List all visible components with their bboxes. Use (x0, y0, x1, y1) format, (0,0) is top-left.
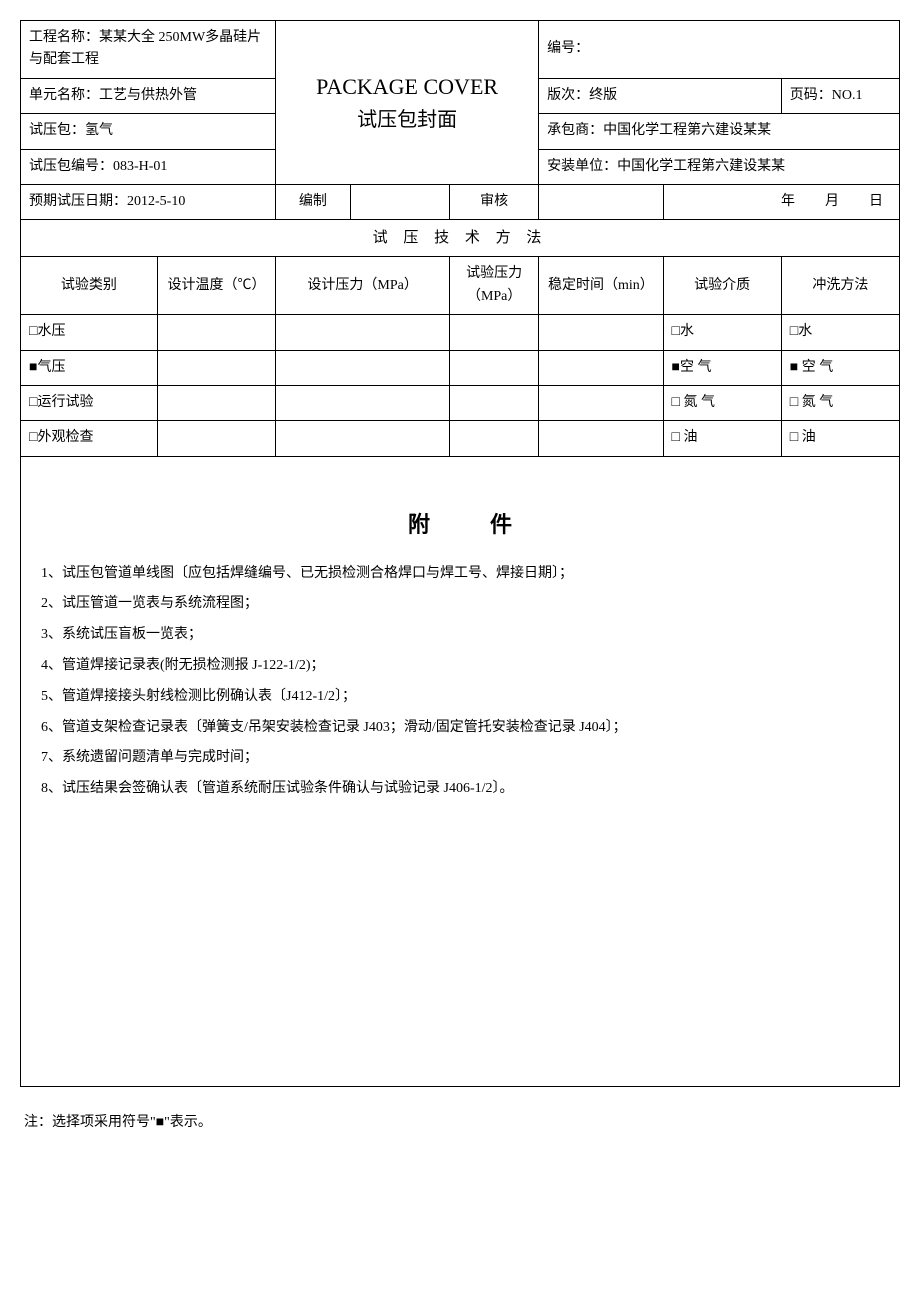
installer-value: 中国化学工程第六建设某某 (617, 159, 785, 174)
package-value: 氢气 (85, 123, 113, 138)
expected-date-label: 预期试压日期： (29, 194, 127, 209)
prepared-by-label: 编制 (276, 184, 351, 219)
title-cn: 试压包封面 (284, 104, 530, 136)
col-test-type: 试验类别 (21, 257, 158, 315)
package-label: 试压包： (29, 123, 85, 138)
method-row: □运行试验 □ 氮 气 □ 氮 气 (21, 385, 900, 420)
row-temp (157, 421, 275, 456)
col-design-pressure: 设计压力（MPa） (276, 257, 450, 315)
unit-value: 工艺与供热外管 (99, 88, 197, 103)
reviewed-by-label: 审核 (450, 184, 539, 219)
row-type: □外观检查 (21, 421, 158, 456)
project-label: 工程名称： (29, 30, 99, 45)
attachment-item: 6、管道支架检查记录表〔弹簧支/吊架安装检查记录 J403；滑动/固定管托安装检… (41, 713, 879, 744)
installer-cell: 安装单位：中国化学工程第六建设某某 (539, 149, 900, 184)
attachment-item: 7、系统遗留问题清单与完成时间； (41, 743, 879, 774)
method-row: □水压 □水 □水 (21, 315, 900, 350)
row-dp (276, 350, 450, 385)
date-ymd: 年 月 日 (663, 184, 899, 219)
row-st (539, 421, 663, 456)
version-cell: 版次：终版 (539, 78, 782, 113)
center-title-cell: PACKAGE COVER 试压包封面 (276, 21, 539, 185)
row-temp (157, 350, 275, 385)
package-no-label: 试压包编号： (29, 159, 113, 174)
attachment-item: 5、管道焊接接头射线检测比例确认表〔J412-1/2〕； (41, 682, 879, 713)
row-medium: □ 氮 气 (663, 385, 781, 420)
col-test-medium: 试验介质 (663, 257, 781, 315)
method-row: ■气压 ■空 气 ■ 空 气 (21, 350, 900, 385)
row-tp (450, 315, 539, 350)
row-medium: ■空 气 (663, 350, 781, 385)
col-stable-time: 稳定时间（min） (539, 257, 663, 315)
row-st (539, 350, 663, 385)
attachment-item: 1、试压包管道单线图〔应包括焊缝编号、已无损检测合格焊口与焊工号、焊接日期〕； (41, 559, 879, 590)
attachment-item: 2、试压管道一览表与系统流程图； (41, 589, 879, 620)
row-flush: □水 (781, 315, 899, 350)
attachments-title: 附件 (31, 507, 889, 539)
unit-label: 单元名称： (29, 88, 99, 103)
attachment-item: 3、系统试压盲板一览表； (41, 620, 879, 651)
row-flush: □ 氮 气 (781, 385, 899, 420)
row-dp (276, 421, 450, 456)
row-type: □运行试验 (21, 385, 158, 420)
col-test-pressure: 试验压力（MPa） (450, 257, 539, 315)
version-value: 终版 (589, 88, 617, 103)
doc-no-label: 编号： (547, 41, 589, 56)
row-type: □水压 (21, 315, 158, 350)
row-flush: □ 油 (781, 421, 899, 456)
row-temp (157, 315, 275, 350)
attachments-list: 1、试压包管道单线图〔应包括焊缝编号、已无损检测合格焊口与焊工号、焊接日期〕； … (31, 559, 889, 805)
row-tp (450, 385, 539, 420)
row-dp (276, 385, 450, 420)
method-section-title: 试 压 技 术 方 法 (21, 220, 900, 257)
row-tp (450, 421, 539, 456)
contractor-cell: 承包商：中国化学工程第六建设某某 (539, 114, 900, 149)
project-name-cell: 工程名称：某某大全 250MW多晶硅片与配套工程 (21, 21, 276, 79)
version-label: 版次： (547, 88, 589, 103)
prepared-by-value (350, 184, 450, 219)
reviewed-by-value (539, 184, 663, 219)
col-design-temp: 设计温度（℃） (157, 257, 275, 315)
row-medium: □水 (663, 315, 781, 350)
row-st (539, 385, 663, 420)
installer-label: 安装单位： (547, 159, 617, 174)
row-temp (157, 385, 275, 420)
package-cell: 试压包：氢气 (21, 114, 276, 149)
page-label: 页码： (790, 88, 832, 103)
attachment-item: 8、试压结果会签确认表〔管道系统耐压试验条件确认与试验记录 J406-1/2〕。 (41, 774, 879, 805)
contractor-label: 承包商： (547, 123, 603, 138)
attachment-item: 4、管道焊接记录表(附无损检测报 J-122-1/2)； (41, 651, 879, 682)
doc-no-cell: 编号： (539, 21, 900, 79)
footer-note: 注：选择项采用符号"■"表示。 (20, 1111, 900, 1131)
page-cell: 页码：NO.1 (781, 78, 899, 113)
row-type: ■气压 (21, 350, 158, 385)
page-value: NO.1 (832, 88, 863, 103)
row-dp (276, 315, 450, 350)
expected-date-cell: 预期试压日期：2012-5-10 (21, 184, 276, 219)
attachments-section: 附件 1、试压包管道单线图〔应包括焊缝编号、已无损检测合格焊口与焊工号、焊接日期… (20, 457, 900, 1087)
method-row: □外观检查 □ 油 □ 油 (21, 421, 900, 456)
row-flush: ■ 空 气 (781, 350, 899, 385)
row-st (539, 315, 663, 350)
header-table: 工程名称：某某大全 250MW多晶硅片与配套工程 PACKAGE COVER 试… (20, 20, 900, 457)
col-flush-method: 冲洗方法 (781, 257, 899, 315)
row-medium: □ 油 (663, 421, 781, 456)
package-no-cell: 试压包编号：083-H-01 (21, 149, 276, 184)
expected-date-value: 2012-5-10 (127, 194, 185, 209)
row-tp (450, 350, 539, 385)
unit-name-cell: 单元名称：工艺与供热外管 (21, 78, 276, 113)
contractor-value: 中国化学工程第六建设某某 (603, 123, 771, 138)
title-en: PACKAGE COVER (284, 69, 530, 104)
package-no-value: 083-H-01 (113, 159, 167, 174)
